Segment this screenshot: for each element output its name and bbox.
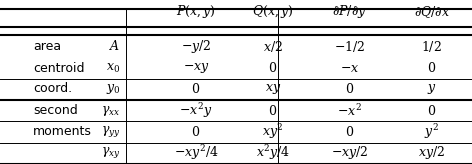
- Text: $-xy^2/4$: $-xy^2/4$: [174, 143, 218, 162]
- Text: $-y/2$: $-y/2$: [181, 38, 211, 54]
- Text: $0$: $0$: [191, 124, 201, 139]
- Text: $0$: $0$: [268, 61, 278, 75]
- Text: $y^2$: $y^2$: [424, 122, 439, 141]
- Text: $-x^2$: $-x^2$: [337, 103, 362, 119]
- Text: $\gamma_{xy}$: $\gamma_{xy}$: [101, 145, 120, 160]
- Text: $0$: $0$: [427, 104, 437, 118]
- Text: $-1/2$: $-1/2$: [334, 39, 365, 53]
- Text: $0$: $0$: [191, 82, 201, 96]
- Text: $-xy$: $-xy$: [183, 61, 209, 75]
- Text: $\gamma_{yy}$: $\gamma_{yy}$: [101, 124, 120, 139]
- Text: second: second: [33, 104, 78, 117]
- Text: $xy^2$: $xy^2$: [262, 122, 284, 141]
- Text: centroid: centroid: [33, 62, 84, 75]
- Text: $Q(x,y)$: $Q(x,y)$: [252, 3, 294, 20]
- Text: $0$: $0$: [268, 104, 278, 118]
- Text: $A$: $A$: [109, 39, 120, 53]
- Text: moments: moments: [33, 125, 92, 138]
- Text: $1/2$: $1/2$: [421, 39, 442, 53]
- Text: $-x$: $-x$: [340, 62, 359, 75]
- Text: $y_0$: $y_0$: [106, 82, 120, 96]
- Text: $P(x,y)$: $P(x,y)$: [176, 3, 216, 20]
- Text: coord.: coord.: [33, 82, 72, 95]
- Text: $xy/2$: $xy/2$: [418, 144, 446, 161]
- Text: $\gamma_{xx}$: $\gamma_{xx}$: [101, 104, 120, 118]
- Text: $\partial P/\partial y$: $\partial P/\partial y$: [332, 3, 367, 20]
- Text: $xy$: $xy$: [265, 82, 281, 96]
- Text: $x_0$: $x_0$: [106, 62, 120, 75]
- Text: $0$: $0$: [345, 124, 354, 139]
- Text: $x/2$: $x/2$: [263, 39, 283, 53]
- Text: $-xy/2$: $-xy/2$: [330, 144, 368, 161]
- Text: $0$: $0$: [427, 61, 437, 75]
- Text: $x^2y/4$: $x^2y/4$: [256, 143, 290, 162]
- Text: $-x^2y$: $-x^2y$: [179, 102, 212, 120]
- Text: area: area: [33, 40, 61, 52]
- Text: $y$: $y$: [427, 82, 437, 96]
- Text: $0$: $0$: [345, 82, 354, 96]
- Text: $\partial Q/\partial x$: $\partial Q/\partial x$: [414, 4, 450, 20]
